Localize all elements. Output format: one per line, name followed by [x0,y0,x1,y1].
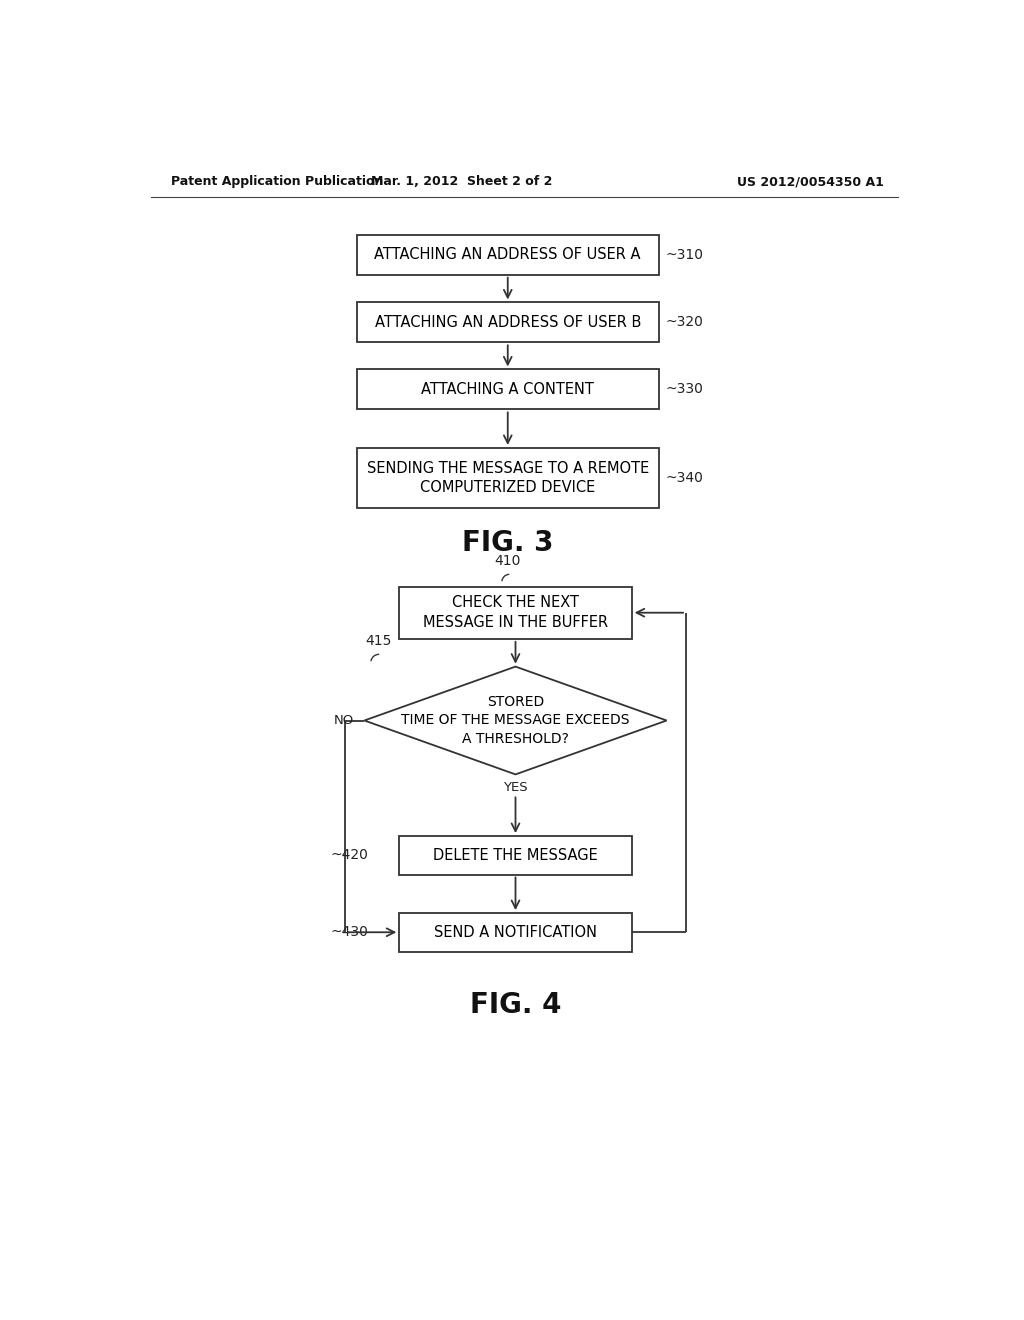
Text: NO: NO [333,714,353,727]
FancyBboxPatch shape [356,302,658,342]
Text: ATTACHING AN ADDRESS OF USER A: ATTACHING AN ADDRESS OF USER A [375,247,641,263]
Text: ~310: ~310 [665,248,703,261]
Text: ATTACHING A CONTENT: ATTACHING A CONTENT [421,381,594,397]
Text: ~430: ~430 [331,925,369,940]
FancyBboxPatch shape [356,447,658,508]
Text: Mar. 1, 2012  Sheet 2 of 2: Mar. 1, 2012 Sheet 2 of 2 [371,176,552,187]
FancyBboxPatch shape [399,586,632,639]
Text: 410: 410 [495,554,521,568]
Text: YES: YES [503,780,527,793]
Text: FIG. 4: FIG. 4 [470,991,561,1019]
Text: ~330: ~330 [665,383,702,396]
Text: ~340: ~340 [665,471,702,484]
Text: ~420: ~420 [331,849,369,862]
Text: ATTACHING AN ADDRESS OF USER B: ATTACHING AN ADDRESS OF USER B [375,315,641,330]
Polygon shape [365,667,667,775]
Text: ~320: ~320 [665,315,702,330]
Text: Patent Application Publication: Patent Application Publication [171,176,383,187]
Text: STORED
TIME OF THE MESSAGE EXCEEDS
A THRESHOLD?: STORED TIME OF THE MESSAGE EXCEEDS A THR… [401,696,630,746]
FancyBboxPatch shape [356,370,658,409]
Text: US 2012/0054350 A1: US 2012/0054350 A1 [736,176,884,187]
Text: DELETE THE MESSAGE: DELETE THE MESSAGE [433,847,598,863]
Text: 415: 415 [366,634,391,648]
Text: CHECK THE NEXT
MESSAGE IN THE BUFFER: CHECK THE NEXT MESSAGE IN THE BUFFER [423,595,608,630]
FancyBboxPatch shape [356,235,658,275]
Text: SEND A NOTIFICATION: SEND A NOTIFICATION [434,925,597,940]
FancyBboxPatch shape [399,913,632,952]
FancyBboxPatch shape [399,836,632,875]
Text: FIG. 3: FIG. 3 [462,529,554,557]
Text: SENDING THE MESSAGE TO A REMOTE
COMPUTERIZED DEVICE: SENDING THE MESSAGE TO A REMOTE COMPUTER… [367,461,649,495]
